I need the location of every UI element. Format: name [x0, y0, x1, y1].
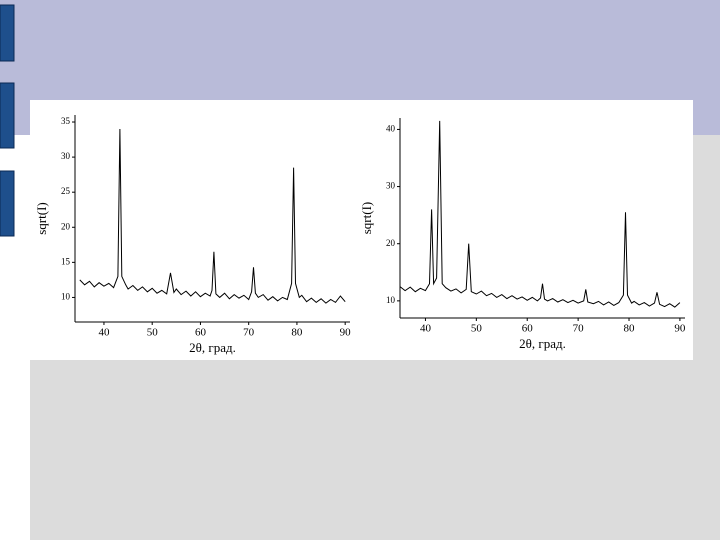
y-tick-label: 25 — [61, 186, 71, 196]
x-tick-label: 50 — [147, 327, 159, 339]
y-tick-label: 15 — [61, 256, 71, 266]
y-tick-label: 30 — [386, 181, 396, 191]
x-axis-label: 2θ, град. — [519, 336, 566, 351]
y-tick-label: 10 — [386, 295, 396, 305]
x-tick-label: 40 — [420, 323, 432, 335]
x-tick-label: 90 — [340, 327, 352, 339]
x-tick-label: 40 — [98, 327, 110, 339]
side-block — [0, 170, 15, 237]
x-tick-label: 80 — [624, 323, 636, 335]
x-axis-label: 2θ, град. — [189, 340, 236, 355]
y-tick-label: 35 — [61, 116, 71, 126]
y-axis-label: sqrt(I) — [34, 202, 49, 235]
y-tick-label: 30 — [61, 151, 71, 161]
data-line — [399, 120, 681, 308]
x-tick-label: 60 — [522, 323, 534, 335]
data-line — [79, 128, 346, 304]
x-tick-label: 70 — [573, 323, 585, 335]
y-tick-label: 40 — [386, 123, 396, 133]
side-block — [0, 82, 15, 149]
x-tick-label: 70 — [243, 327, 255, 339]
side-block — [0, 4, 15, 62]
y-axis-label: sqrt(I) — [359, 202, 374, 235]
y-tick-label: 10 — [61, 292, 71, 302]
x-tick-label: 80 — [291, 327, 303, 339]
x-tick-label: 50 — [471, 323, 483, 335]
y-tick-label: 20 — [61, 221, 71, 231]
x-tick-label: 90 — [674, 323, 686, 335]
x-tick-label: 60 — [195, 327, 207, 339]
y-tick-label: 20 — [386, 238, 396, 248]
figure-area — [30, 100, 693, 360]
